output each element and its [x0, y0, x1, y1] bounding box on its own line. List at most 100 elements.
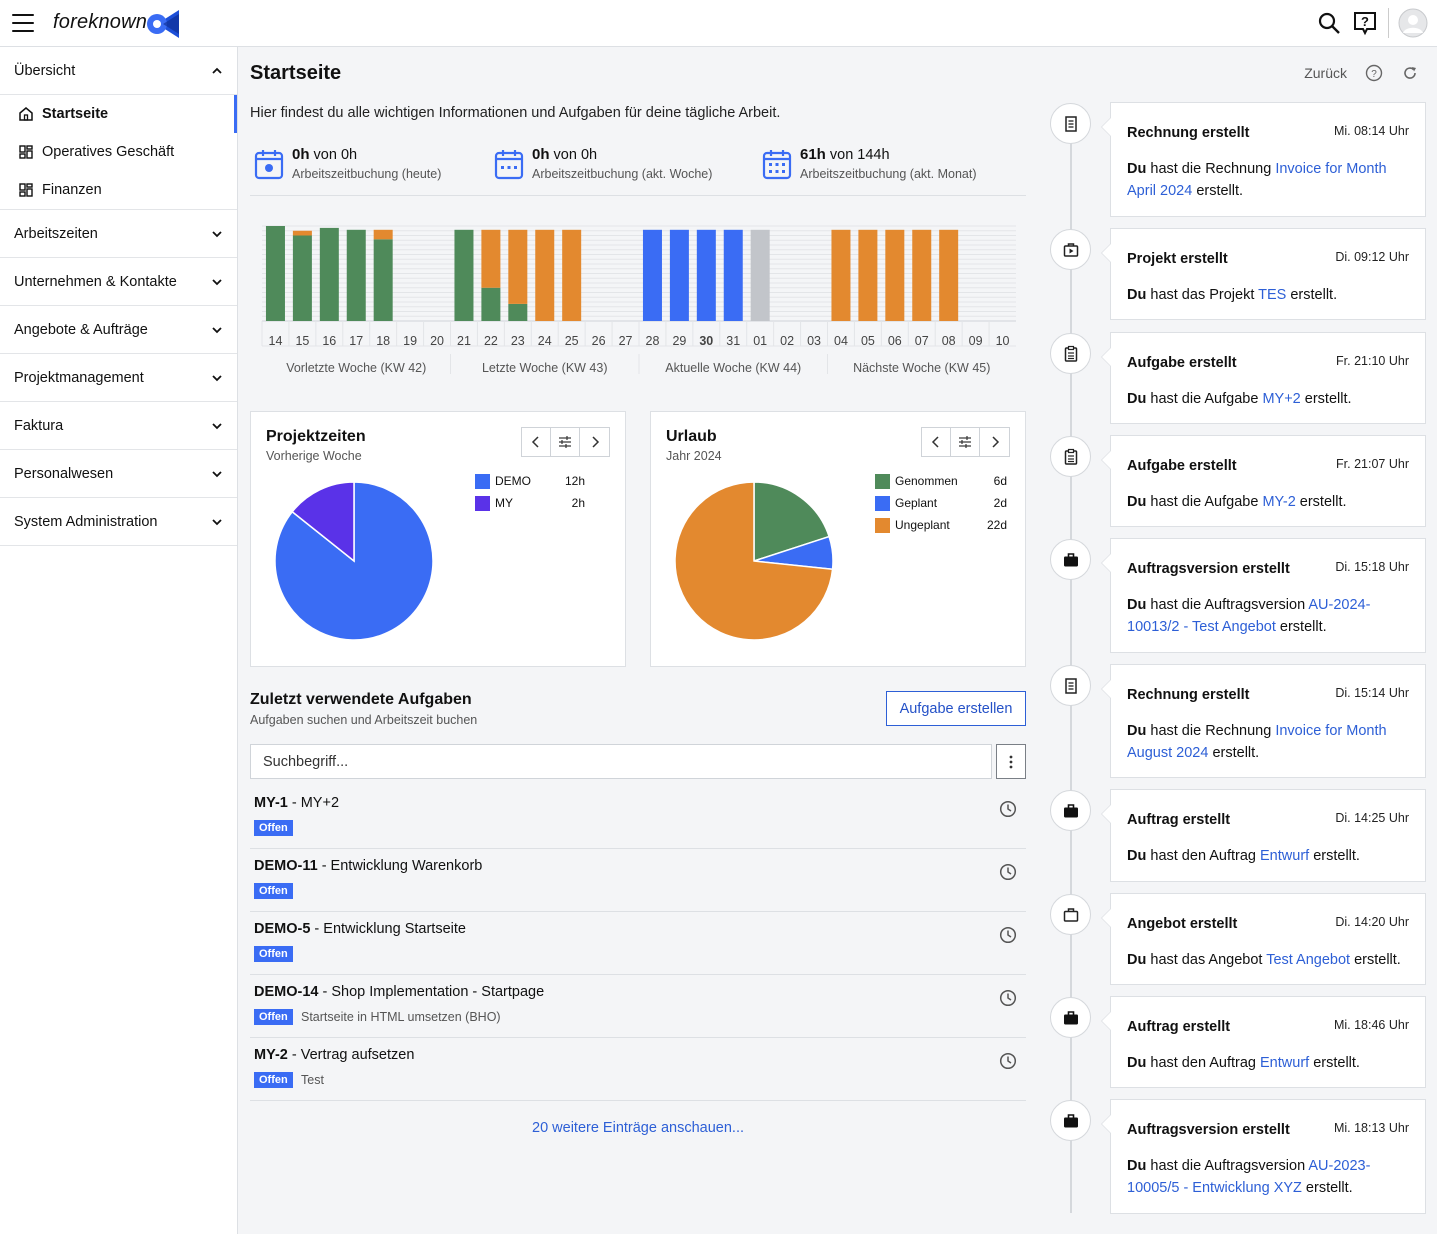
bar-segment[interactable] — [508, 303, 528, 321]
bar-segment[interactable] — [265, 226, 285, 321]
sidebar-item-operatives-geschaeft[interactable]: Operatives Geschäft — [0, 133, 237, 171]
pie-slice[interactable] — [674, 481, 834, 641]
create-task-button[interactable]: Aufgabe erstellen — [886, 691, 1026, 726]
week-label: Vorletzte Woche (KW 42) — [286, 361, 426, 375]
event-body: Du hast das Projekt TES erstellt. — [1127, 284, 1413, 306]
search-icon[interactable] — [1316, 10, 1342, 36]
clock-icon[interactable] — [999, 926, 1017, 944]
bar-segment[interactable] — [750, 229, 770, 321]
prev-button[interactable] — [922, 428, 951, 456]
clock-icon[interactable] — [999, 1052, 1017, 1070]
event-link[interactable]: AU-2024-10013/2 - Test Angebot — [1127, 597, 1371, 635]
sidebar-group-label: Unternehmen & Kontakte — [14, 273, 177, 290]
bar-segment[interactable] — [373, 229, 393, 240]
bar-segment[interactable] — [858, 229, 878, 321]
task-key: MY-2 — [254, 1047, 288, 1063]
task-row[interactable]: DEMO-5 - Entwicklung Startseite Offen — [250, 912, 1026, 975]
bar-segment[interactable] — [373, 239, 393, 321]
bar-segment[interactable] — [481, 229, 501, 288]
timeline-node — [1050, 103, 1091, 144]
sidebar-group-personalwesen[interactable]: Personalwesen — [0, 450, 237, 498]
more-options-button[interactable] — [996, 744, 1026, 779]
avatar-icon[interactable] — [1398, 8, 1428, 38]
event-actor: Du — [1127, 848, 1147, 864]
bar-segment[interactable] — [885, 229, 905, 321]
event-text-end: erstellt. — [1309, 848, 1360, 864]
day-label: 14 — [269, 334, 283, 348]
bar-segment[interactable] — [454, 229, 474, 321]
bar-segment[interactable] — [831, 229, 851, 321]
bar-segment[interactable] — [642, 229, 662, 321]
sidebar-group-unternehmen-kontakte[interactable]: Unternehmen & Kontakte — [0, 258, 237, 306]
bar-segment[interactable] — [481, 287, 501, 321]
event-link[interactable]: MY+2 — [1262, 391, 1301, 407]
bar-segment[interactable] — [723, 229, 743, 321]
event-link[interactable]: TES — [1258, 287, 1287, 303]
app-logo-text[interactable]: foreknown — [53, 11, 148, 33]
task-row[interactable]: DEMO-11 - Entwicklung Warenkorb Offen — [250, 849, 1026, 912]
event-link[interactable]: Entwurf — [1260, 848, 1310, 864]
event-link[interactable]: Invoice for Month August 2024 — [1127, 723, 1387, 761]
bar-segment[interactable] — [319, 227, 339, 321]
sidebar-group-angebote-auftr-ge[interactable]: Angebote & Aufträge — [0, 306, 237, 354]
vacation-legend: Genommen 6d Geplant 2d Ungeplant 22d — [875, 470, 1007, 536]
day-label: 31 — [726, 334, 740, 348]
event-text-end: erstellt. — [1295, 494, 1347, 510]
bar-segment[interactable] — [939, 229, 959, 321]
sidebar-group-projektmanagement[interactable]: Projektmanagement — [0, 354, 237, 402]
intro-text: Hier findest du alle wichtigen Informati… — [250, 105, 781, 121]
event-date: Di. 14:20 Uhr — [1335, 915, 1409, 929]
bar-segment[interactable] — [535, 229, 555, 321]
task-row[interactable]: MY-1 - MY+2 Offen — [250, 786, 1026, 849]
bar-segment[interactable] — [912, 229, 932, 321]
event-text: hast die Rechnung — [1150, 161, 1276, 177]
help-circle-icon[interactable]: ? — [1365, 64, 1383, 82]
event-link[interactable]: Invoice for Month April 2024 — [1127, 161, 1387, 199]
event-date: Di. 15:14 Uhr — [1335, 686, 1409, 700]
event-link[interactable]: AU-2023-10005/5 - Entwicklung XYZ — [1127, 1158, 1371, 1196]
bar-segment[interactable] — [562, 229, 582, 321]
filter-button[interactable] — [551, 428, 580, 456]
help-icon[interactable]: ? — [1352, 10, 1378, 36]
legend-swatch — [875, 495, 890, 511]
pie-slice[interactable] — [291, 481, 355, 563]
task-row[interactable]: DEMO-14 - Shop Implementation - Startpag… — [250, 975, 1026, 1038]
sidebar-group-arbeitszeiten[interactable]: Arbeitszeiten — [0, 210, 237, 258]
sidebar-item-label: Startseite — [42, 106, 109, 122]
chevron-down-icon — [212, 326, 222, 333]
filter-button[interactable] — [951, 428, 980, 456]
task-row[interactable]: MY-2 - Vertrag aufsetzen Offen Test — [250, 1038, 1026, 1101]
event-actor: Du — [1127, 723, 1147, 739]
bar-segment[interactable] — [696, 229, 716, 321]
clock-icon[interactable] — [999, 863, 1017, 881]
sidebar-group-system-administration[interactable]: System Administration — [0, 498, 237, 546]
event-link[interactable]: Test Angebot — [1266, 952, 1351, 968]
bar-segment[interactable] — [346, 229, 366, 321]
menu-icon[interactable] — [12, 14, 34, 32]
more-tasks-link[interactable]: 20 weitere Einträge anschauen... — [532, 1120, 744, 1136]
bar-segment[interactable] — [292, 235, 312, 322]
next-button[interactable] — [580, 428, 609, 456]
sidebar-item-startseite[interactable]: Startseite — [0, 95, 237, 133]
bar-segment[interactable] — [292, 230, 312, 236]
event-link[interactable]: MY-2 — [1262, 494, 1296, 510]
timeline-node — [1050, 894, 1091, 935]
task-search-input[interactable]: Suchbegriff... — [250, 744, 992, 779]
bar-segment[interactable] — [669, 229, 689, 321]
pie-slice[interactable] — [753, 481, 831, 563]
event-body: Du hast die Aufgabe MY-2 erstellt. — [1127, 491, 1413, 513]
back-button[interactable]: Zurück — [1304, 65, 1347, 81]
clock-icon[interactable] — [999, 800, 1017, 818]
next-button[interactable] — [980, 428, 1009, 456]
sidebar-item-finanzen[interactable]: Finanzen — [0, 171, 237, 209]
event-link[interactable]: Entwurf — [1260, 1055, 1310, 1071]
bar-segment[interactable] — [508, 229, 528, 304]
sidebar-group-faktura[interactable]: Faktura — [0, 402, 237, 450]
clock-icon[interactable] — [999, 989, 1017, 1007]
refresh-icon[interactable] — [1401, 64, 1419, 82]
prev-button[interactable] — [522, 428, 551, 456]
sliders-icon — [959, 436, 971, 448]
event-text-end: erstellt. — [1301, 1180, 1353, 1196]
sidebar-group-uebersicht[interactable]: Übersicht — [0, 47, 237, 95]
event-date: Di. 09:12 Uhr — [1335, 250, 1409, 264]
